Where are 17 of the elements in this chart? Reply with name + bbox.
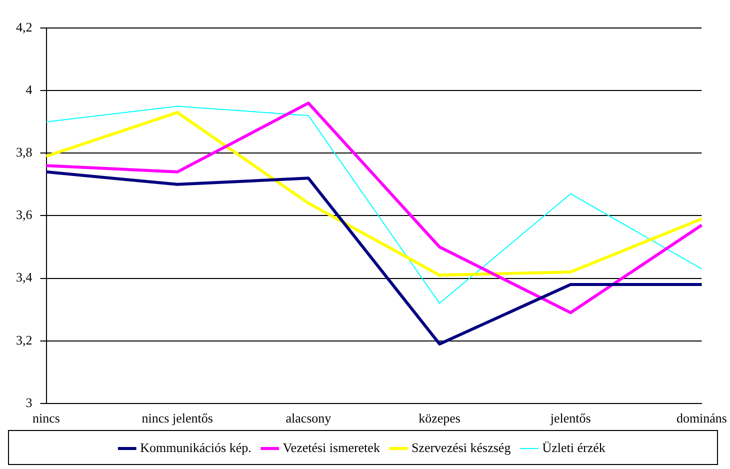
- y-tick-label: 4,2: [16, 19, 32, 34]
- x-tick-label: domináns: [676, 410, 728, 426]
- x-tick-label: jelentős: [549, 410, 591, 426]
- y-tick-label: 4: [26, 82, 33, 97]
- y-tick-label: 3,8: [16, 144, 32, 160]
- legend-label: Kommunikációs kép.: [140, 440, 252, 455]
- y-tick-label: 3: [26, 394, 32, 410]
- x-tick-label: nincs: [32, 410, 60, 426]
- legend-label: Szervezési készség: [411, 440, 512, 455]
- legend-label: Vezetési ismeretek: [282, 440, 380, 455]
- y-tick-label: 3,4: [16, 270, 33, 285]
- x-tick-label: közepes: [418, 410, 460, 426]
- x-tick-label: nincs jelentős: [142, 410, 213, 426]
- y-tick-label: 3,6: [16, 207, 33, 222]
- x-tick-label: alacsony: [286, 410, 332, 426]
- y-tick-label: 3,2: [16, 332, 32, 348]
- legend-label: Üzleti érzék: [542, 440, 606, 455]
